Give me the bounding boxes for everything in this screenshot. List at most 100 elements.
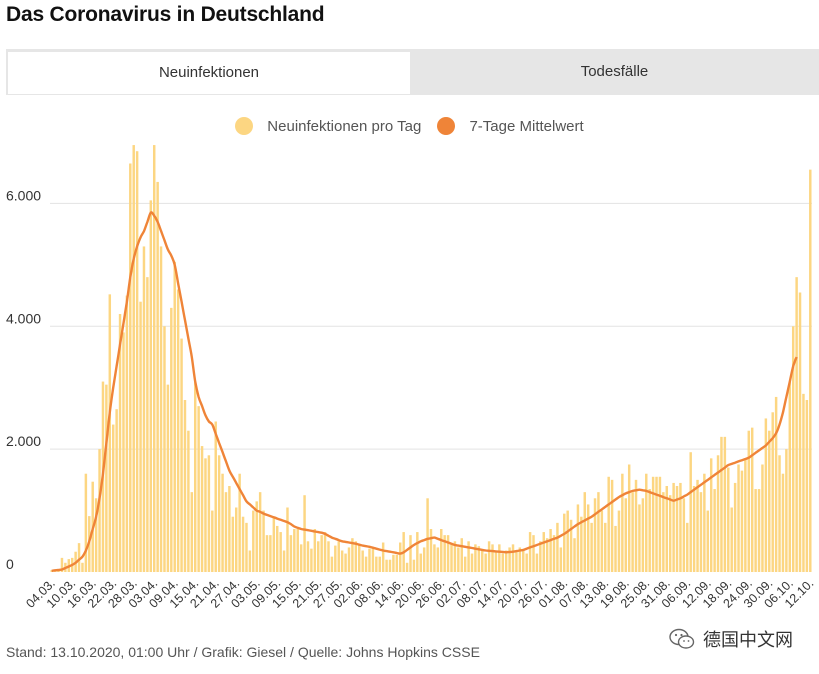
bar: [525, 553, 528, 572]
bar: [388, 559, 392, 572]
bar: [310, 548, 313, 572]
bar: [375, 556, 378, 572]
legend-item-line[interactable]: 7-Tage Mittelwert: [437, 117, 584, 135]
bar: [122, 332, 125, 572]
bar: [744, 458, 747, 572]
bar: [149, 200, 153, 572]
bar: [720, 436, 723, 572]
tab-bar: Neuinfektionen Todesfälle: [6, 49, 819, 95]
bar: [604, 522, 607, 572]
bar: [142, 246, 146, 572]
bar: [152, 145, 156, 573]
bar: [245, 522, 248, 572]
bar: [234, 507, 238, 572]
bar: [556, 522, 559, 572]
bar: [665, 486, 669, 572]
bar: [668, 495, 672, 572]
bar: [361, 550, 364, 572]
bar: [306, 541, 310, 572]
bar: [542, 532, 545, 572]
bar: [313, 529, 317, 572]
bar: [282, 550, 286, 572]
bar: [453, 541, 457, 572]
bar: [679, 482, 682, 572]
bar: [477, 546, 481, 572]
y-tick-label: 4.000: [6, 310, 41, 326]
bar: [662, 492, 665, 572]
bar: [111, 424, 115, 572]
bar: [593, 498, 597, 572]
bar: [354, 541, 358, 572]
bar: [768, 430, 771, 572]
bar: [241, 516, 245, 572]
bar: [617, 510, 621, 572]
bar: [248, 550, 252, 572]
bar: [586, 504, 590, 572]
bar: [774, 396, 778, 572]
bar: [426, 498, 429, 572]
bar: [255, 501, 258, 572]
bar: [467, 541, 470, 572]
bar: [296, 529, 299, 572]
bar: [634, 479, 638, 572]
bar: [689, 452, 692, 572]
bar: [176, 289, 180, 572]
y-tick-label: 6.000: [6, 187, 41, 203]
bar: [163, 326, 166, 572]
bar: [545, 538, 549, 572]
chart-svg: 02.0004.0006.00004.03.10.03.16.03.22.03.…: [6, 145, 816, 611]
legend-swatch-line-icon: [437, 117, 456, 135]
bar: [740, 470, 744, 572]
bar: [501, 553, 504, 572]
bar: [228, 486, 231, 572]
bar: [440, 529, 443, 572]
legend-item-bars[interactable]: Neuinfektionen pro Tag: [235, 117, 421, 135]
bar: [730, 507, 733, 572]
bar: [231, 516, 235, 572]
bar: [539, 541, 542, 572]
bar: [214, 421, 217, 572]
bar: [484, 553, 487, 572]
bar: [802, 393, 805, 572]
bar: [750, 427, 754, 572]
bar: [781, 473, 785, 572]
bar: [193, 381, 197, 572]
bar: [405, 562, 409, 572]
bar: [785, 449, 788, 572]
bar: [84, 473, 88, 572]
bar: [347, 547, 351, 572]
bar: [81, 562, 84, 572]
bar: [108, 294, 112, 572]
tab-todesfaelle[interactable]: Todesfälle: [410, 49, 819, 94]
bar: [518, 547, 522, 572]
bar: [276, 525, 279, 572]
bar: [409, 535, 412, 572]
bar: [293, 529, 296, 572]
tab-neuinfektionen[interactable]: Neuinfektionen: [8, 52, 410, 94]
bar: [805, 400, 809, 572]
bar: [757, 489, 761, 572]
average-line: [51, 211, 798, 572]
bar: [535, 553, 539, 572]
bar: [515, 550, 518, 572]
watermark-text: 德国中文网: [703, 630, 793, 650]
bar: [651, 476, 655, 572]
bar: [686, 522, 689, 572]
bar: [491, 544, 494, 572]
bar: [60, 557, 64, 572]
bar: [559, 547, 563, 572]
bar: [474, 544, 477, 572]
bar: [115, 409, 118, 572]
bar: [723, 436, 727, 572]
bar: [170, 307, 173, 572]
bar: [139, 301, 142, 572]
bar: [446, 535, 450, 572]
bar: [583, 492, 586, 572]
bar: [279, 532, 282, 572]
bar: [429, 529, 433, 572]
bar: [648, 489, 651, 572]
bar: [504, 550, 508, 572]
bar: [631, 492, 634, 572]
bar: [166, 384, 170, 572]
bar: [624, 498, 628, 572]
